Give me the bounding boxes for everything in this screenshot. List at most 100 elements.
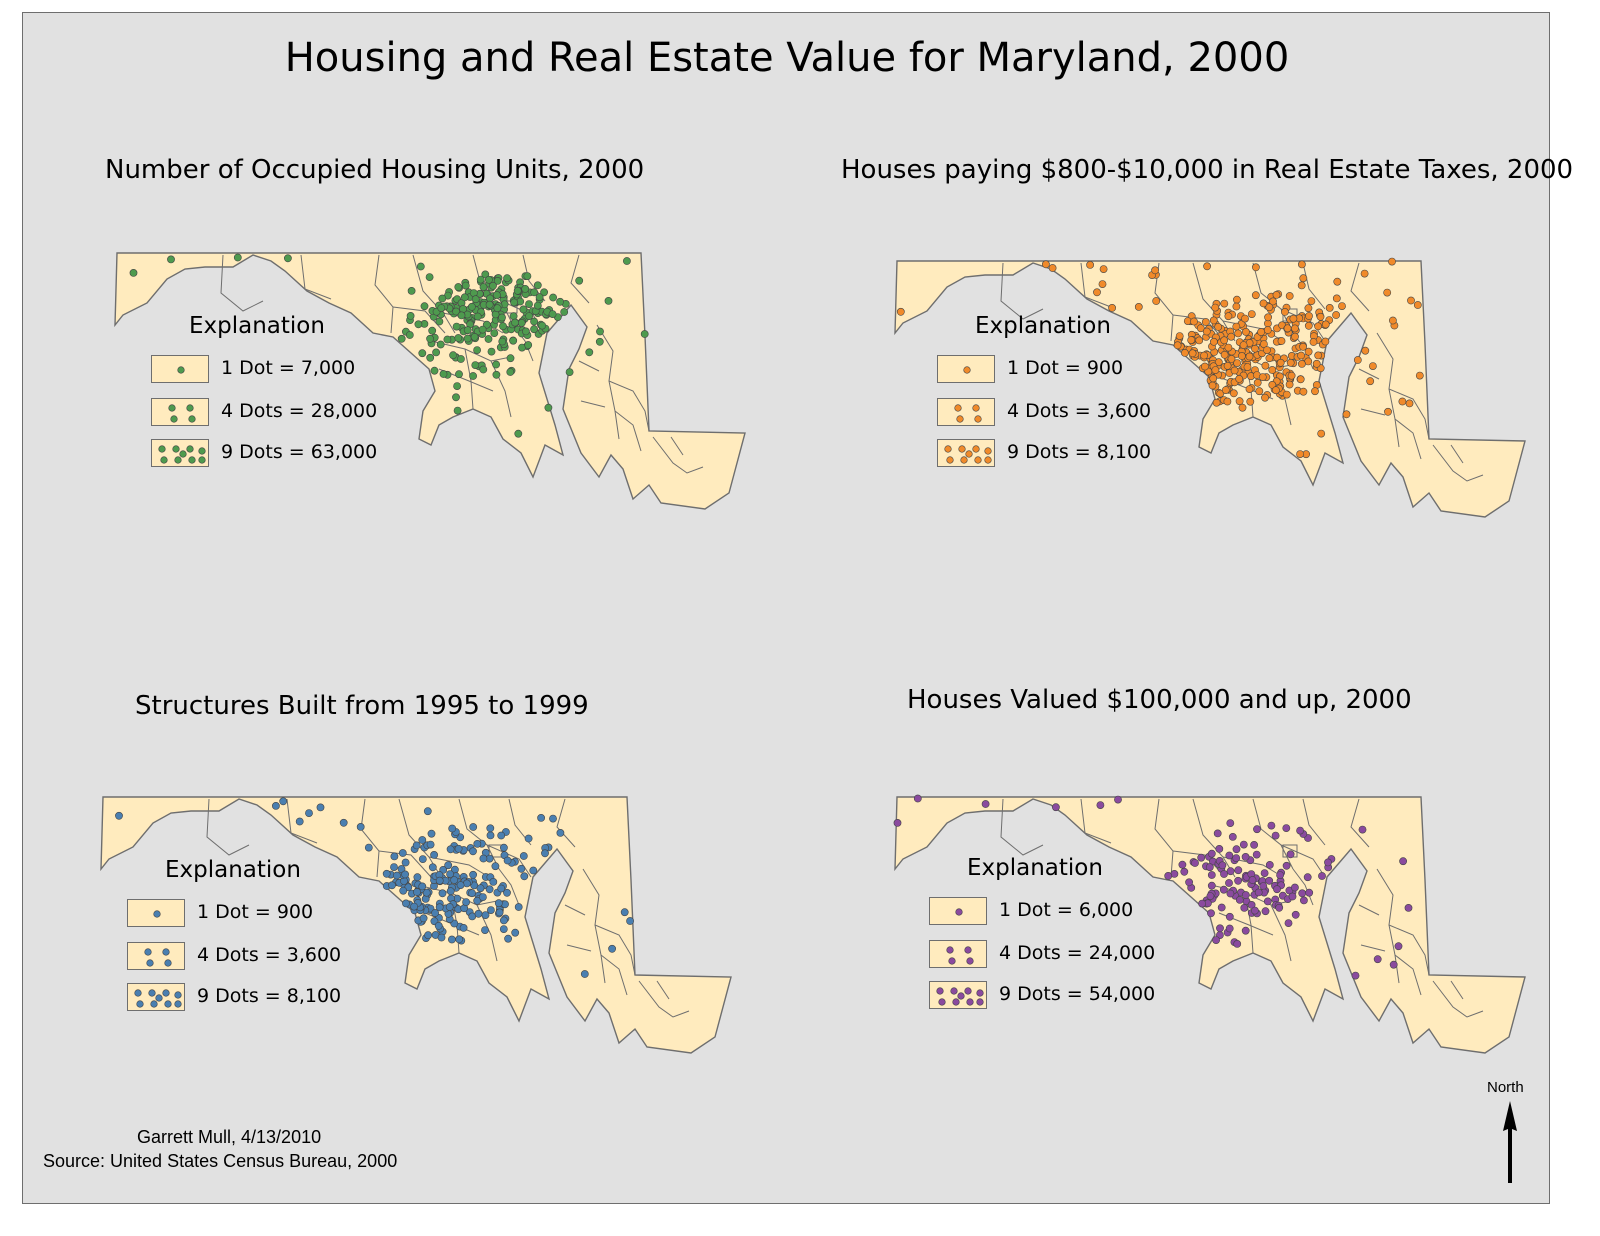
density-dot — [1187, 336, 1196, 344]
density-dot — [455, 935, 464, 944]
density-dot — [1250, 906, 1259, 915]
density-dot — [1048, 264, 1057, 272]
density-dot — [1209, 374, 1218, 383]
legend-swatch — [929, 981, 987, 1009]
density-dot — [1213, 829, 1222, 838]
density-dot — [1388, 257, 1396, 266]
density-dot — [479, 365, 488, 374]
density-dot — [485, 885, 494, 894]
density-dot — [356, 823, 365, 831]
density-dot — [1209, 316, 1218, 325]
county-boundary — [498, 868, 520, 906]
density-dot — [494, 899, 503, 908]
legend-real-estate-taxes: Explanation 1 Dot = 900 4 Dots = 3,600 9… — [937, 313, 1197, 473]
swatch-dots — [153, 910, 161, 918]
density-dot — [450, 876, 459, 884]
density-dot — [397, 865, 406, 873]
density-dot — [399, 886, 408, 895]
density-dot — [1203, 262, 1211, 271]
map-title-structures-built: Structures Built from 1995 to 1999 — [135, 691, 589, 721]
county-boundary — [1394, 418, 1422, 460]
density-dot — [509, 312, 518, 321]
density-dot — [463, 334, 472, 343]
legend-heading: Explanation — [165, 857, 301, 883]
density-dot — [1215, 845, 1224, 853]
county-boundary — [570, 254, 590, 304]
density-dot — [484, 275, 493, 284]
density-dot — [1296, 450, 1304, 458]
density-dot — [620, 908, 629, 917]
density-dot — [485, 300, 494, 309]
legend-dot — [172, 445, 180, 453]
density-dot — [439, 370, 448, 378]
density-dot — [1245, 352, 1254, 361]
density-dot — [1190, 317, 1198, 326]
density-dot — [1212, 398, 1221, 407]
legend-dot — [188, 456, 196, 464]
county-boundary — [1080, 262, 1112, 308]
density-dot — [456, 881, 465, 889]
legend-structures-built: Explanation 1 Dot = 900 4 Dots = 3,600 9… — [127, 857, 387, 1017]
density-dot — [423, 807, 432, 816]
density-dot — [1250, 841, 1258, 849]
density-dot — [498, 337, 507, 346]
density-dot — [499, 322, 507, 331]
county-boundary — [1394, 954, 1422, 996]
density-dot — [283, 254, 292, 263]
legend-dot — [976, 989, 984, 997]
density-dot — [1394, 942, 1403, 951]
density-dot — [503, 856, 512, 865]
density-dot — [364, 843, 373, 852]
county-boundary — [1450, 980, 1464, 1000]
north-arrow-shape — [1503, 1101, 1517, 1183]
density-dot — [413, 888, 421, 896]
density-dot — [1353, 356, 1362, 364]
swatch-dots — [144, 948, 172, 967]
legend-dot — [155, 994, 163, 1002]
swatch-dots — [954, 404, 982, 423]
density-dot — [523, 272, 532, 280]
density-dot — [426, 334, 434, 343]
density-dot — [525, 312, 533, 320]
legend-label: 9 Dots = 8,100 — [1007, 441, 1152, 463]
density-dot — [514, 429, 523, 438]
density-dot — [535, 293, 544, 302]
density-dot — [1230, 366, 1239, 375]
density-dot — [271, 801, 280, 810]
map-title-housing-units: Number of Occupied Housing Units, 2000 — [105, 155, 645, 185]
density-dot — [427, 829, 436, 838]
density-dot — [1207, 881, 1216, 890]
density-dot — [1268, 366, 1277, 374]
county-boundary — [1270, 904, 1292, 962]
density-dot — [1207, 871, 1216, 879]
legend-heading: Explanation — [189, 313, 325, 339]
density-dot — [446, 887, 455, 896]
density-dot — [443, 335, 452, 344]
density-dot — [623, 257, 631, 265]
layout-title: Housing and Real Estate Value for Maryla… — [284, 35, 1290, 81]
legend-swatch — [937, 355, 995, 383]
density-dot — [1237, 352, 1246, 360]
county-boundary — [566, 944, 592, 952]
density-dot — [428, 863, 437, 872]
density-dot — [1208, 381, 1217, 390]
density-dot — [1239, 840, 1248, 849]
legend-housing-units: Explanation 1 Dot = 7,000 4 Dots = 28,00… — [151, 313, 411, 473]
density-dot — [1288, 892, 1297, 901]
density-dot — [1296, 375, 1305, 384]
density-dot — [446, 870, 454, 878]
legend-dot — [954, 404, 962, 412]
density-dot — [401, 870, 409, 879]
density-dot — [1221, 386, 1230, 394]
legend-dot — [958, 445, 966, 453]
county-boundary — [1358, 904, 1380, 916]
density-dot — [580, 970, 589, 978]
baltimore-city-boundary — [1282, 844, 1298, 858]
density-dot — [1297, 360, 1306, 368]
density-dot — [506, 368, 515, 376]
density-dot — [316, 803, 325, 812]
county-boundary — [1432, 980, 1484, 1018]
density-dot — [1276, 871, 1284, 879]
density-dot — [1234, 329, 1242, 338]
density-dot — [1282, 824, 1291, 832]
